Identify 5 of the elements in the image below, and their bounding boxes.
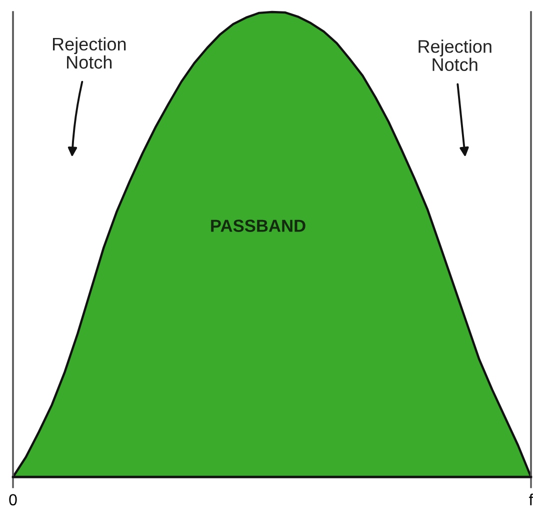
annotation: PASSBAND: [211, 220, 306, 232]
annotation: Rejection Notch: [418, 40, 492, 72]
annotation: Rejection Notch: [52, 37, 126, 69]
x-tick-label: 0: [9, 494, 17, 506]
x-tick-label: f: [529, 494, 533, 506]
